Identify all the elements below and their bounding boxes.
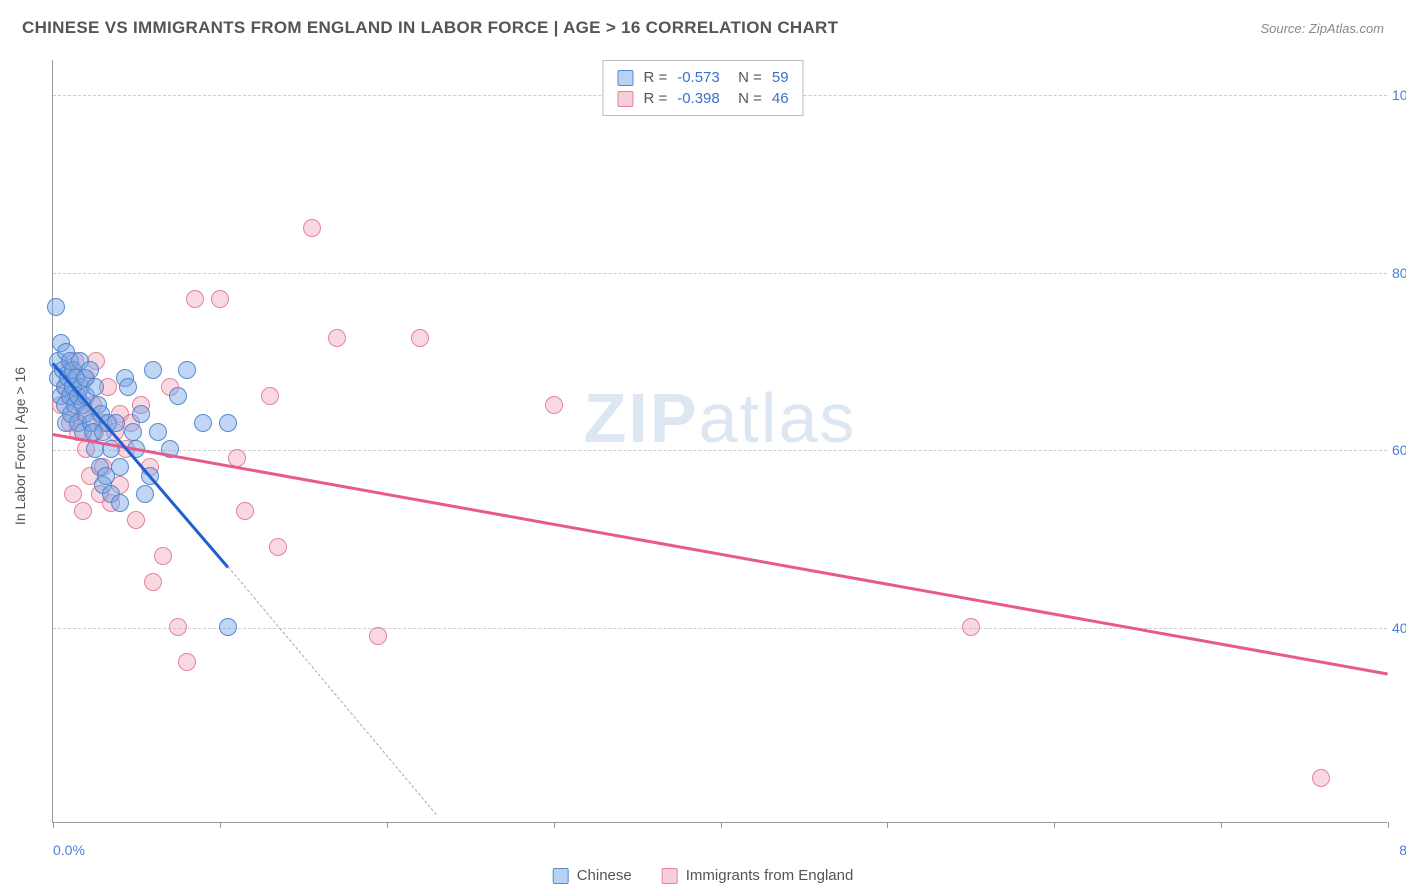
watermark-thin: atlas	[699, 379, 857, 457]
x-tick	[554, 822, 555, 828]
chinese-point	[86, 378, 104, 396]
england-point	[178, 653, 196, 671]
england-point	[369, 627, 387, 645]
england-point	[1312, 769, 1330, 787]
chinese-point	[132, 405, 150, 423]
x-tick	[721, 822, 722, 828]
correlation-legend: R = -0.573 N = 59R = -0.398 N = 46	[602, 60, 803, 116]
n-value: 59	[772, 69, 789, 86]
x-tick	[1388, 822, 1389, 828]
gridline	[53, 273, 1387, 274]
blue-swatch	[553, 868, 569, 884]
trend-line-dashed	[228, 566, 437, 815]
england-point	[127, 511, 145, 529]
chinese-point	[81, 361, 99, 379]
pink-swatch	[662, 868, 678, 884]
chinese-point	[149, 423, 167, 441]
legend-label: Chinese	[577, 867, 632, 884]
n-label: N =	[730, 69, 762, 86]
legend-item: Chinese	[553, 867, 632, 884]
n-value: 46	[772, 90, 789, 107]
england-point	[261, 387, 279, 405]
r-label: R =	[643, 90, 667, 107]
plot-frame: ZIPatlas 40.0%60.0%80.0%100.0%0.0%80.0%	[52, 60, 1387, 823]
gridline	[53, 450, 1387, 451]
watermark-bold: ZIP	[584, 379, 699, 457]
x-tick	[887, 822, 888, 828]
england-point	[962, 618, 980, 636]
chinese-point	[219, 414, 237, 432]
england-point	[269, 538, 287, 556]
trend-line	[52, 362, 229, 568]
x-tick	[1221, 822, 1222, 828]
y-tick-label: 100.0%	[1392, 87, 1406, 103]
england-point	[328, 329, 346, 347]
chinese-point	[47, 298, 65, 316]
plot-area: ZIPatlas 40.0%60.0%80.0%100.0%0.0%80.0%	[53, 60, 1387, 822]
england-point	[169, 618, 187, 636]
legend-item: Immigrants from England	[662, 867, 854, 884]
gridline	[53, 628, 1387, 629]
chinese-point	[136, 485, 154, 503]
england-point	[144, 573, 162, 591]
england-point	[236, 502, 254, 520]
legend-label: Immigrants from England	[686, 867, 854, 884]
chinese-point	[169, 387, 187, 405]
chinese-point	[111, 458, 129, 476]
chart-title: CHINESE VS IMMIGRANTS FROM ENGLAND IN LA…	[22, 18, 838, 38]
n-label: N =	[730, 90, 762, 107]
x-tick-label-start: 0.0%	[53, 842, 85, 858]
correlation-row: R = -0.573 N = 59	[617, 67, 788, 88]
chinese-point	[219, 618, 237, 636]
y-axis-label: In Labor Force | Age > 16	[12, 367, 28, 525]
y-tick-label: 40.0%	[1392, 620, 1406, 636]
chart-container: CHINESE VS IMMIGRANTS FROM ENGLAND IN LA…	[0, 0, 1406, 892]
header: CHINESE VS IMMIGRANTS FROM ENGLAND IN LA…	[22, 18, 1384, 38]
x-tick-label-end: 80.0%	[1399, 842, 1406, 858]
y-tick-label: 80.0%	[1392, 265, 1406, 281]
x-tick	[220, 822, 221, 828]
x-tick	[387, 822, 388, 828]
england-point	[411, 329, 429, 347]
chinese-point	[119, 378, 137, 396]
trend-line	[53, 433, 1388, 675]
pink-swatch	[617, 91, 633, 107]
chinese-point	[178, 361, 196, 379]
england-point	[186, 290, 204, 308]
r-label: R =	[643, 69, 667, 86]
r-value: -0.573	[677, 69, 720, 86]
england-point	[64, 485, 82, 503]
chinese-point	[124, 423, 142, 441]
chinese-point	[111, 494, 129, 512]
source-label: Source: ZipAtlas.com	[1260, 21, 1384, 36]
x-tick	[1054, 822, 1055, 828]
chinese-point	[144, 361, 162, 379]
watermark: ZIPatlas	[584, 378, 857, 458]
england-point	[545, 396, 563, 414]
england-point	[303, 219, 321, 237]
england-point	[74, 502, 92, 520]
england-point	[211, 290, 229, 308]
y-tick-label: 60.0%	[1392, 442, 1406, 458]
r-value: -0.398	[677, 90, 720, 107]
blue-swatch	[617, 70, 633, 86]
x-tick	[53, 822, 54, 828]
england-point	[154, 547, 172, 565]
series-legend: Chinese Immigrants from England	[553, 867, 854, 884]
chinese-point	[194, 414, 212, 432]
correlation-row: R = -0.398 N = 46	[617, 88, 788, 109]
